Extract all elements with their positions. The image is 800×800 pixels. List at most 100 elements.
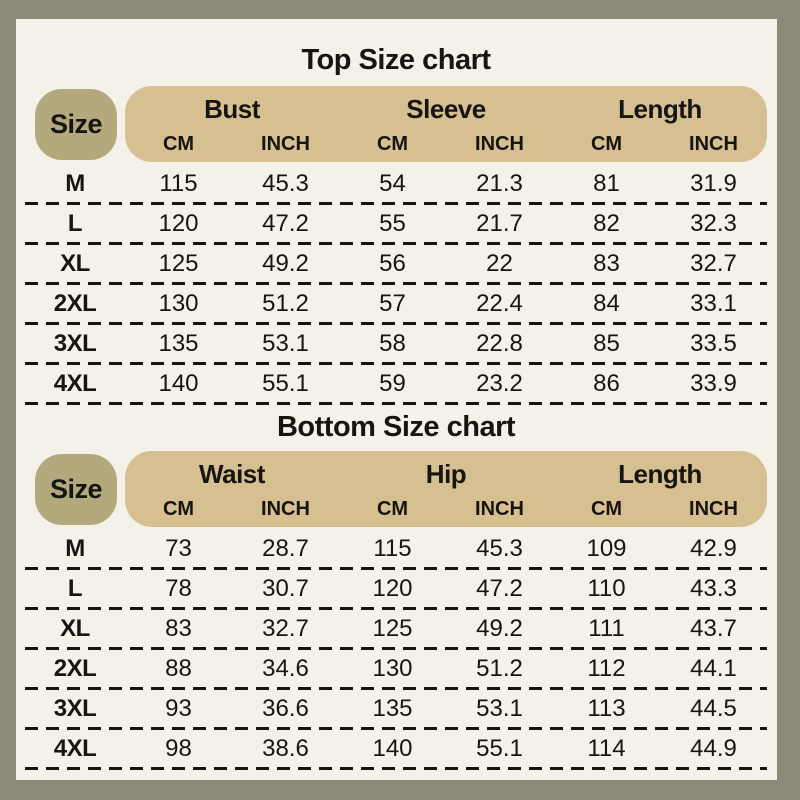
- group-header-length: Length: [618, 93, 702, 124]
- measurement-value: 55: [379, 210, 406, 237]
- measurement-value: 78: [165, 575, 192, 602]
- unit-header-cm: CM: [590, 497, 623, 520]
- measurement-value: 130: [372, 655, 413, 682]
- size-label: XL: [60, 250, 90, 277]
- measurement-value: 53.1: [262, 330, 309, 357]
- measurement-value: 21.7: [476, 210, 523, 237]
- measurement-value: 21.3: [476, 170, 523, 197]
- measurement-value: 43.7: [690, 615, 737, 642]
- size-label: 4XL: [53, 735, 97, 762]
- size-label: L: [67, 210, 83, 237]
- group-header-row: Waist Hip Length: [125, 453, 767, 495]
- top-chart-header: Size Bust Sleeve Length CM INCH CM INCH …: [25, 86, 767, 162]
- measurement-value: 47.2: [262, 210, 309, 237]
- top-chart-title: Top Size chart: [301, 44, 491, 76]
- measurement-value: 110: [587, 575, 626, 602]
- measurement-value: 30.7: [262, 575, 309, 602]
- measurement-value: 130: [158, 290, 199, 317]
- unit-header-cm: CM: [162, 497, 195, 520]
- top-size-chart: Top Size chart Size Bust Sleeve Length C…: [16, 19, 777, 405]
- group-header-row: Bust Sleeve Length: [125, 88, 767, 130]
- header-banner: Bust Sleeve Length CM INCH CM INCH CM IN…: [125, 86, 767, 162]
- measurement-value: 33.1: [690, 290, 737, 317]
- group-header-waist: Waist: [199, 458, 265, 489]
- header-banner: Waist Hip Length CM INCH CM INCH CM INCH: [125, 451, 767, 527]
- bottom-size-chart: Bottom Size chart Size Waist Hip Length …: [16, 404, 777, 770]
- measurement-value: 109: [586, 535, 627, 562]
- measurement-value: 44.9: [690, 735, 737, 762]
- measurement-value: 115: [159, 170, 198, 197]
- measurement-value: 51.2: [262, 290, 309, 317]
- measurement-value: 82: [593, 210, 620, 237]
- size-column-header: Size: [35, 88, 117, 160]
- measurement-value: 33.9: [690, 370, 737, 397]
- unit-header-inch: INCH: [475, 132, 524, 155]
- measurement-value: 33.5: [690, 330, 737, 357]
- top-chart-rows: M 115 45.3 54 21.3 81 31.9 L 120 47.2 55 21.7 82 32.3…: [25, 164, 767, 405]
- measurement-value: 84: [593, 290, 620, 317]
- table-row: L 120 47.2 55 21.7 82 32.3: [25, 204, 767, 245]
- measurement-value: 83: [165, 615, 192, 642]
- measurement-value: 22.4: [476, 290, 523, 317]
- table-row: 3XL 135 53.1 58 22.8 85 33.5: [25, 324, 767, 365]
- group-header-sleeve: Sleeve: [406, 93, 486, 124]
- size-column-header: Size: [35, 453, 117, 525]
- table-row: 4XL 140 55.1 59 23.2 86 33.9: [25, 364, 767, 405]
- measurement-value: 120: [158, 210, 199, 237]
- table-row: M 73 28.7 115 45.3 109 42.9: [25, 529, 767, 570]
- measurement-value: 140: [372, 735, 413, 762]
- measurement-value: 86: [593, 370, 620, 397]
- measurement-value: 34.6: [262, 655, 309, 682]
- unit-header-cm: CM: [162, 132, 195, 155]
- measurement-value: 81: [593, 170, 620, 197]
- size-label: 2XL: [53, 290, 97, 317]
- size-label: XL: [60, 615, 90, 642]
- measurement-value: 32.7: [690, 250, 737, 277]
- size-label: L: [67, 575, 83, 602]
- measurement-value: 85: [593, 330, 620, 357]
- measurement-value: 22.8: [476, 330, 523, 357]
- measurement-value: 56: [379, 250, 406, 277]
- size-chart-panel: Top Size chart Size Bust Sleeve Length C…: [16, 19, 777, 780]
- table-row: XL 83 32.7 125 49.2 111 43.7: [25, 609, 767, 650]
- measurement-value: 44.5: [690, 695, 737, 722]
- table-row: XL 125 49.2 56 22 83 32.7: [25, 244, 767, 285]
- size-label: 4XL: [53, 370, 97, 397]
- measurement-value: 125: [372, 615, 413, 642]
- measurement-value: 45.3: [476, 535, 523, 562]
- measurement-value: 115: [373, 535, 412, 562]
- measurement-value: 44.1: [690, 655, 737, 682]
- size-label: M: [65, 170, 85, 197]
- measurement-value: 22: [486, 250, 513, 277]
- table-row: 4XL 98 38.6 140 55.1 114 44.9: [25, 729, 767, 770]
- measurement-value: 98: [165, 735, 192, 762]
- measurement-value: 140: [158, 370, 199, 397]
- measurement-value: 23.2: [476, 370, 523, 397]
- measurement-value: 32.3: [690, 210, 737, 237]
- size-label: 3XL: [53, 695, 97, 722]
- measurement-value: 113: [587, 695, 626, 722]
- table-row: 2XL 88 34.6 130 51.2 112 44.1: [25, 649, 767, 690]
- measurement-value: 88: [165, 655, 192, 682]
- measurement-value: 55.1: [476, 735, 523, 762]
- unit-header-inch: INCH: [261, 132, 310, 155]
- measurement-value: 54: [379, 170, 406, 197]
- table-row: M 115 45.3 54 21.3 81 31.9: [25, 164, 767, 205]
- measurement-value: 83: [593, 250, 620, 277]
- measurement-value: 135: [372, 695, 413, 722]
- measurement-value: 120: [372, 575, 413, 602]
- measurement-value: 47.2: [476, 575, 523, 602]
- measurement-value: 45.3: [262, 170, 309, 197]
- measurement-value: 57: [379, 290, 406, 317]
- bottom-chart-title: Bottom Size chart: [276, 411, 516, 443]
- measurement-value: 32.7: [262, 615, 309, 642]
- size-label: 2XL: [53, 655, 97, 682]
- measurement-value: 93: [165, 695, 192, 722]
- measurement-value: 53.1: [476, 695, 523, 722]
- unit-header-row: CM INCH CM INCH CM INCH: [125, 495, 767, 523]
- size-label: 3XL: [53, 330, 97, 357]
- measurement-value: 36.6: [262, 695, 309, 722]
- measurement-value: 125: [158, 250, 199, 277]
- measurement-value: 114: [587, 735, 626, 762]
